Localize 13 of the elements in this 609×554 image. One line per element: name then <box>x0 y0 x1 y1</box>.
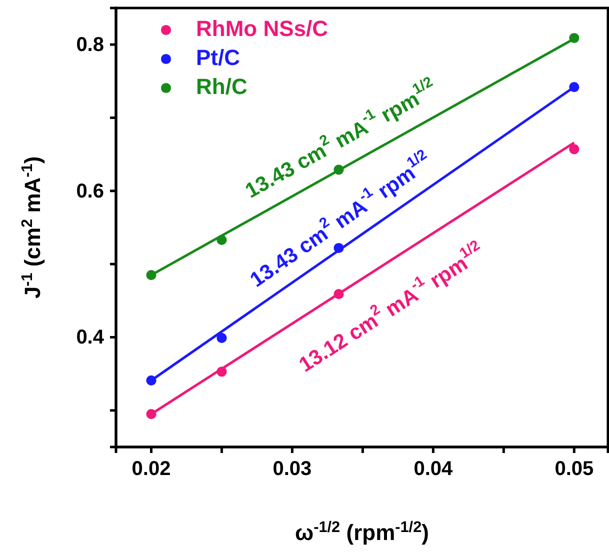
y-tick-label: 0.4 <box>76 326 105 349</box>
legend-label: Rh/C <box>196 74 248 99</box>
legend-label: RhMo NSs/C <box>196 16 328 41</box>
y-tick-label: 0.6 <box>76 180 104 202</box>
x-tick-label: 0.04 <box>414 458 454 480</box>
x-tick-label: 0.03 <box>272 458 312 480</box>
y-tick-label: 0.8 <box>76 34 104 56</box>
point <box>216 332 227 344</box>
x-tick-label: 0.05 <box>554 458 594 480</box>
x-axis-title: ω$^{-1/2}$ (rpm$^{-1/2}$) <box>295 518 429 545</box>
x-tick-label: 0.02 <box>132 458 171 480</box>
legend-label: Pt/C <box>196 44 240 70</box>
point <box>569 144 580 154</box>
